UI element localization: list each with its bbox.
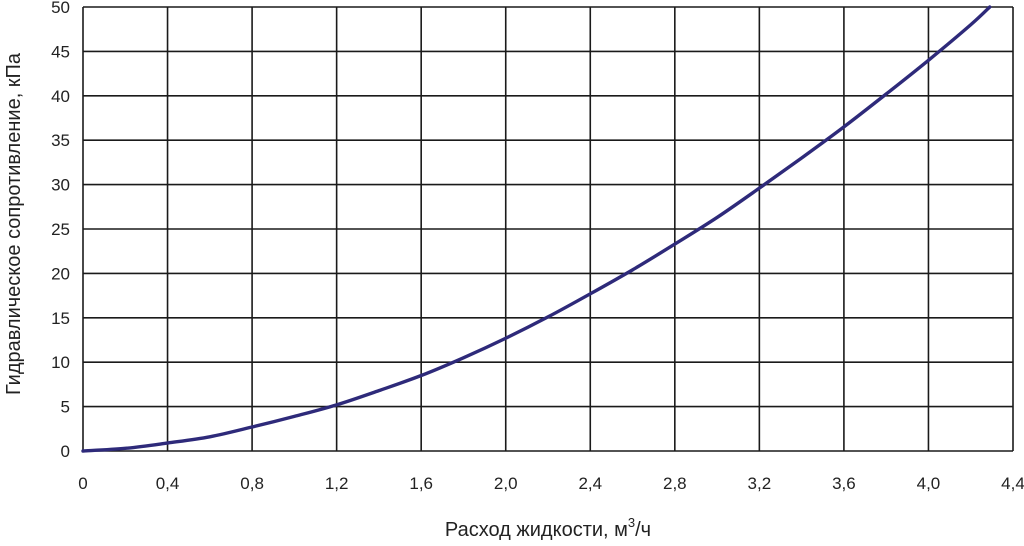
- y-tick-label: 15: [51, 309, 70, 328]
- y-tick-label: 50: [51, 0, 70, 17]
- y-axis-title: Гидравлическое сопротивление, кПа: [3, 52, 25, 395]
- x-tick-label: 2,8: [663, 474, 687, 493]
- x-tick-label: 3,6: [832, 474, 856, 493]
- x-tick-label: 0: [78, 474, 87, 493]
- y-tick-label: 5: [61, 398, 70, 417]
- x-tick-label: 2,0: [494, 474, 518, 493]
- y-tick-label: 20: [51, 264, 70, 283]
- grid: [83, 7, 1013, 451]
- y-tick-label: 10: [51, 353, 70, 372]
- y-tick-label: 35: [51, 131, 70, 150]
- x-tick-label: 4,0: [917, 474, 941, 493]
- x-tick-label: 0,8: [240, 474, 264, 493]
- y-tick-label: 40: [51, 87, 70, 106]
- y-tick-label: 30: [51, 176, 70, 195]
- x-axis-title: Расход жидкости, м3/ч: [445, 515, 651, 541]
- x-tick-label: 4,4: [1001, 474, 1024, 493]
- x-tick-label: 1,6: [409, 474, 433, 493]
- x-tick-label: 0,4: [156, 474, 180, 493]
- y-tick-label: 0: [61, 442, 70, 461]
- x-tick-label: 1,2: [325, 474, 349, 493]
- y-tick-label: 25: [51, 220, 70, 239]
- y-tick-label: 45: [51, 42, 70, 61]
- x-tick-label: 2,4: [578, 474, 602, 493]
- x-tick-label: 3,2: [748, 474, 772, 493]
- y-axis-ticks: 0 5 10 15 20 25 30 35 40 45 50: [51, 0, 70, 461]
- x-axis-ticks: 0 0,4 0,8 1,2 1,6 2,0 2,4 2,8 3,2 3,6 4,0 4,4: [78, 474, 1024, 493]
